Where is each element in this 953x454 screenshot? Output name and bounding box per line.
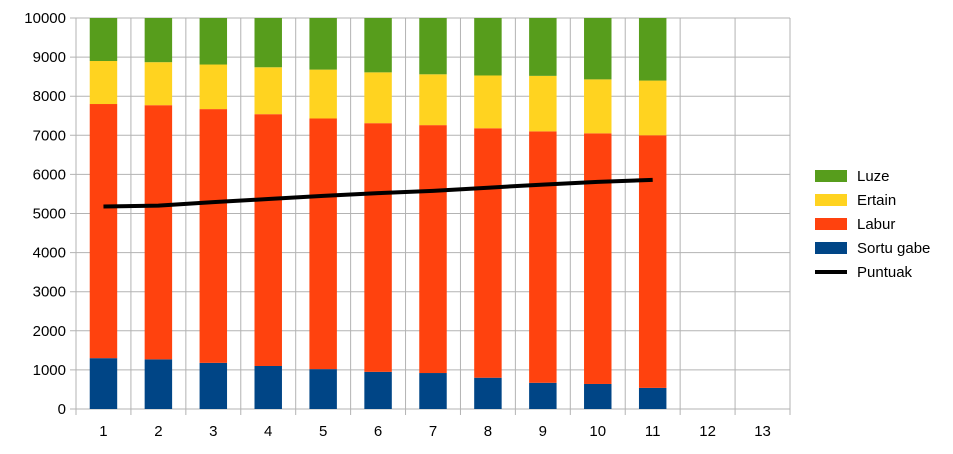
bar-segment-sortu-gabe: [419, 373, 447, 409]
y-tick-label: 4000: [33, 245, 66, 262]
bar-segment-sortu-gabe: [584, 383, 612, 409]
bar-segment-sortu-gabe: [529, 382, 557, 409]
bar-segment-ertain: [638, 80, 667, 136]
legend-swatch: [815, 194, 847, 206]
bar-segment-luze: [638, 18, 667, 81]
bar-segment-ertain: [529, 75, 557, 132]
line-layer: [103, 177, 653, 209]
bar-segment-labur: [474, 128, 502, 378]
grid-layer: [70, 17, 791, 415]
legend-label: Luze: [857, 168, 890, 185]
bar-segment-labur: [309, 118, 337, 370]
bar-segment-labur: [199, 109, 228, 363]
bar-segment-luze: [309, 18, 337, 70]
bar-segment-ertain: [144, 62, 173, 106]
bar-segment-ertain: [364, 72, 392, 124]
bar-segment-sortu-gabe: [309, 369, 337, 409]
y-tick-label: 1000: [33, 362, 66, 379]
legend-label: Labur: [857, 216, 895, 233]
bar-segment-sortu-gabe: [474, 377, 502, 409]
bar-segment-labur: [144, 105, 173, 360]
axis-layer: 0 1000 2000 3000 4000 5000 6000 7000 8000 9000 100…: [24, 10, 771, 440]
x-tick-label: 1: [99, 423, 107, 440]
bar-segment-ertain: [89, 61, 118, 105]
series-line-puntuak: [103, 177, 653, 209]
bar-segment-sortu-gabe: [254, 365, 282, 409]
bar-segment-luze: [199, 18, 228, 65]
bar-segment-luze: [254, 18, 282, 68]
x-tick-label: 5: [319, 423, 327, 440]
bar-segment-labur: [529, 131, 557, 383]
legend-swatch: [815, 218, 847, 230]
x-tick-label: 6: [374, 423, 382, 440]
bar-segment-labur: [419, 125, 447, 374]
bar-segment-ertain: [254, 67, 282, 115]
y-tick-label: 7000: [33, 127, 66, 144]
bar-segment-luze: [144, 18, 173, 63]
legend-label: Ertain: [857, 192, 896, 209]
bar-segment-luze: [474, 18, 502, 76]
bar-segment-ertain: [199, 64, 228, 110]
bar-segment-ertain: [309, 69, 337, 119]
y-tick-label: 0: [58, 401, 66, 418]
y-tick-label: 3000: [33, 284, 66, 301]
x-tick-label: 12: [699, 423, 716, 440]
bar-segment-labur: [364, 123, 392, 372]
x-tick-label: 11: [645, 423, 661, 440]
bar-segment-sortu-gabe: [89, 358, 118, 409]
bar-segment-ertain: [419, 74, 447, 126]
x-tick-label: 10: [589, 423, 606, 440]
bar-segment-luze: [529, 18, 557, 76]
x-tick-label: 9: [539, 423, 547, 440]
y-tick-label: 2000: [33, 323, 66, 340]
bar-segment-ertain: [474, 75, 502, 129]
x-tick-label: 13: [754, 423, 771, 440]
bar-layer: [89, 18, 667, 409]
bar-segment-luze: [89, 18, 118, 62]
bar-segment-labur: [584, 133, 612, 384]
bar-segment-sortu-gabe: [364, 371, 392, 409]
y-tick-label: 6000: [33, 166, 66, 183]
legend-swatch: [815, 170, 847, 182]
y-tick-label: 8000: [33, 88, 66, 105]
legend: Luze Ertain Labur Sortu gabe Puntuak: [815, 168, 930, 281]
bar-segment-sortu-gabe: [638, 387, 667, 409]
bar-segment-luze: [584, 18, 612, 80]
bar-segment-sortu-gabe: [199, 362, 228, 409]
y-tick-label: 5000: [33, 206, 66, 223]
x-tick-label: 4: [264, 423, 272, 440]
x-tick-label: 3: [209, 423, 217, 440]
bar-segment-labur: [638, 135, 667, 388]
legend-label: Puntuak: [857, 264, 913, 281]
y-tick-label: 9000: [33, 49, 66, 66]
x-tick-label: 2: [154, 423, 162, 440]
bar-segment-labur: [254, 114, 282, 366]
y-tick-label: 10000: [24, 10, 66, 27]
legend-swatch: [815, 242, 847, 254]
legend-label: Sortu gabe: [857, 240, 930, 257]
x-tick-label: 7: [429, 423, 437, 440]
bar-segment-luze: [419, 18, 447, 75]
bar-segment-ertain: [584, 79, 612, 134]
bar-segment-labur: [89, 104, 118, 359]
bar-segment-sortu-gabe: [144, 359, 173, 409]
bar-segment-luze: [364, 18, 392, 73]
x-tick-label: 8: [484, 423, 492, 440]
